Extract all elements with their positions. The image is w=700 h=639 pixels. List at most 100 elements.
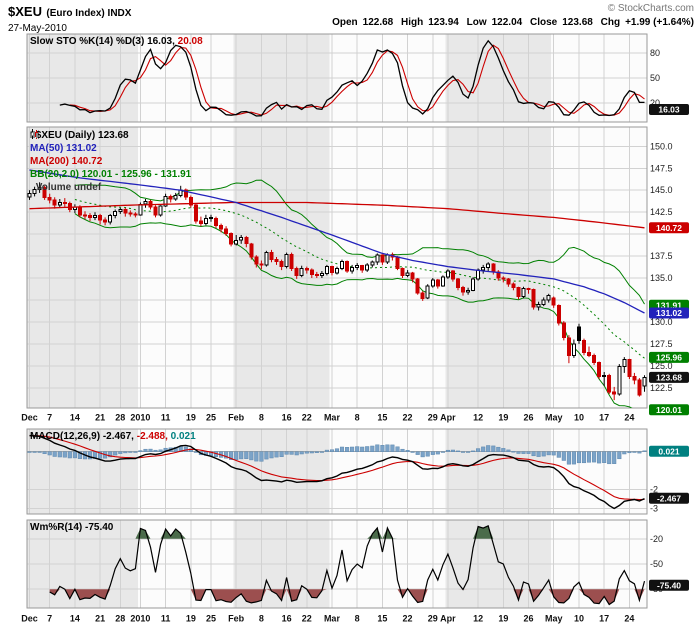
- macd-histogram-bar: [496, 446, 501, 452]
- candle: [541, 299, 546, 305]
- candle: [214, 217, 218, 226]
- candle: [435, 279, 440, 287]
- x-tick-label: 12: [473, 413, 483, 423]
- macd-histogram-bar: [395, 446, 400, 452]
- bb-middle-line: [74, 199, 645, 359]
- axis-tick-label: 137.5: [650, 251, 673, 261]
- axis-badge-label: 131.02: [656, 308, 682, 318]
- x-tick-label: Feb: [228, 614, 245, 624]
- candle: [466, 289, 471, 293]
- candle: [380, 254, 385, 263]
- axis-tick-label: 50: [650, 73, 660, 83]
- candle: [400, 267, 405, 276]
- x-tick-label: 2010: [130, 614, 150, 624]
- candle: [385, 254, 390, 263]
- macd-histogram-bar: [289, 451, 294, 455]
- x-tick-label: 15: [377, 614, 387, 624]
- macd-histogram-bar: [249, 451, 254, 461]
- axis-badge-label: -75.40: [657, 581, 681, 591]
- stoch-k-line: [59, 39, 645, 117]
- high-value: 123.94: [428, 17, 459, 28]
- candle: [93, 215, 97, 218]
- candle: [330, 266, 334, 274]
- macd-histogram-bar: [516, 451, 521, 454]
- macd-histogram-bar: [455, 450, 461, 452]
- candle: [88, 215, 92, 218]
- price-legend-symbol: $XEU (Daily): [35, 130, 96, 141]
- macd-histogram-bar: [370, 445, 375, 452]
- candle: [183, 189, 188, 198]
- candle: [173, 195, 178, 200]
- x-tick-label: May: [545, 614, 563, 624]
- macd-histogram-bar: [561, 451, 566, 461]
- candle: [577, 326, 581, 341]
- axis-tick-label: 147.5: [650, 163, 673, 173]
- x-tick-label: Apr: [440, 413, 456, 423]
- candle: [622, 359, 627, 368]
- month-band: [27, 127, 138, 408]
- candle: [627, 359, 632, 377]
- candle: [279, 260, 284, 268]
- symbol-name: (Euro Index) INDX: [46, 8, 132, 19]
- x-tick-label: 22: [403, 413, 413, 423]
- x-tick-label: 15: [377, 413, 387, 423]
- candle: [244, 237, 249, 245]
- macd-histogram-bar: [269, 451, 274, 459]
- axis-tick-label: 145.0: [650, 185, 673, 195]
- x-tick-label: 25: [206, 413, 216, 423]
- chart-date: 27-May-2010: [8, 23, 67, 34]
- candle: [158, 205, 163, 216]
- x-tick-label: 14: [70, 413, 80, 423]
- macd-histogram-bar: [355, 446, 360, 452]
- candle: [617, 366, 622, 395]
- candle: [209, 216, 213, 219]
- macd-histogram-bar: [602, 451, 607, 463]
- candle: [62, 202, 67, 204]
- macd-histogram-bar: [173, 446, 178, 452]
- macd-panel-series: [27, 434, 647, 510]
- wmr-panel-border: [26, 519, 648, 609]
- macd-histogram-bar: [460, 451, 466, 453]
- candle: [224, 228, 229, 234]
- candle: [219, 224, 224, 230]
- macd-histogram-bar: [229, 451, 234, 460]
- macd-histogram-bar: [57, 451, 62, 458]
- chg-value: +1.99 (+1.64%): [625, 17, 694, 28]
- x-tick-label: 16: [282, 614, 292, 624]
- candle: [481, 267, 486, 271]
- candle: [440, 276, 445, 287]
- x-tick-label: 25: [206, 614, 216, 624]
- macd-histogram-bar: [128, 451, 133, 453]
- macd-histogram-bar: [350, 446, 355, 452]
- candle: [521, 288, 526, 298]
- month-band: [27, 429, 138, 514]
- candle: [32, 188, 37, 195]
- axis-tick-label: 150.0: [650, 141, 673, 151]
- x-tick-label: Apr: [440, 614, 456, 624]
- macd-histogram-bar: [541, 451, 546, 457]
- candle: [304, 267, 309, 271]
- axis-tick-label: -20: [650, 534, 663, 544]
- macd-histogram-bar: [254, 451, 259, 462]
- wmr-value: -75.40: [85, 522, 114, 533]
- axis-badge: [649, 307, 689, 319]
- macd-legend: MACD(12,26,9) -2.467, -2.488, 0.021: [30, 431, 196, 442]
- axis-badge-label: 16.03: [658, 105, 680, 115]
- candle: [108, 215, 113, 223]
- axis-tick-label: 127.5: [650, 339, 673, 349]
- axis-badge: [649, 404, 689, 416]
- axis-tick-label: -50: [650, 559, 663, 569]
- x-tick-label: 24: [624, 413, 634, 423]
- candle: [103, 219, 108, 223]
- macd-histogram-bar: [123, 451, 128, 454]
- macd-histogram-bar: [98, 451, 103, 459]
- macd-histogram-bar: [148, 448, 153, 452]
- candle: [193, 204, 198, 222]
- x-tick-label: 17: [599, 413, 609, 423]
- x-tick-label: 22: [302, 413, 312, 423]
- macd-histogram-bar: [622, 451, 627, 455]
- macd-histogram-bar: [390, 444, 395, 452]
- macd-histogram-bar: [450, 449, 455, 452]
- stoch-panel-border: [26, 33, 648, 123]
- candle: [239, 237, 244, 241]
